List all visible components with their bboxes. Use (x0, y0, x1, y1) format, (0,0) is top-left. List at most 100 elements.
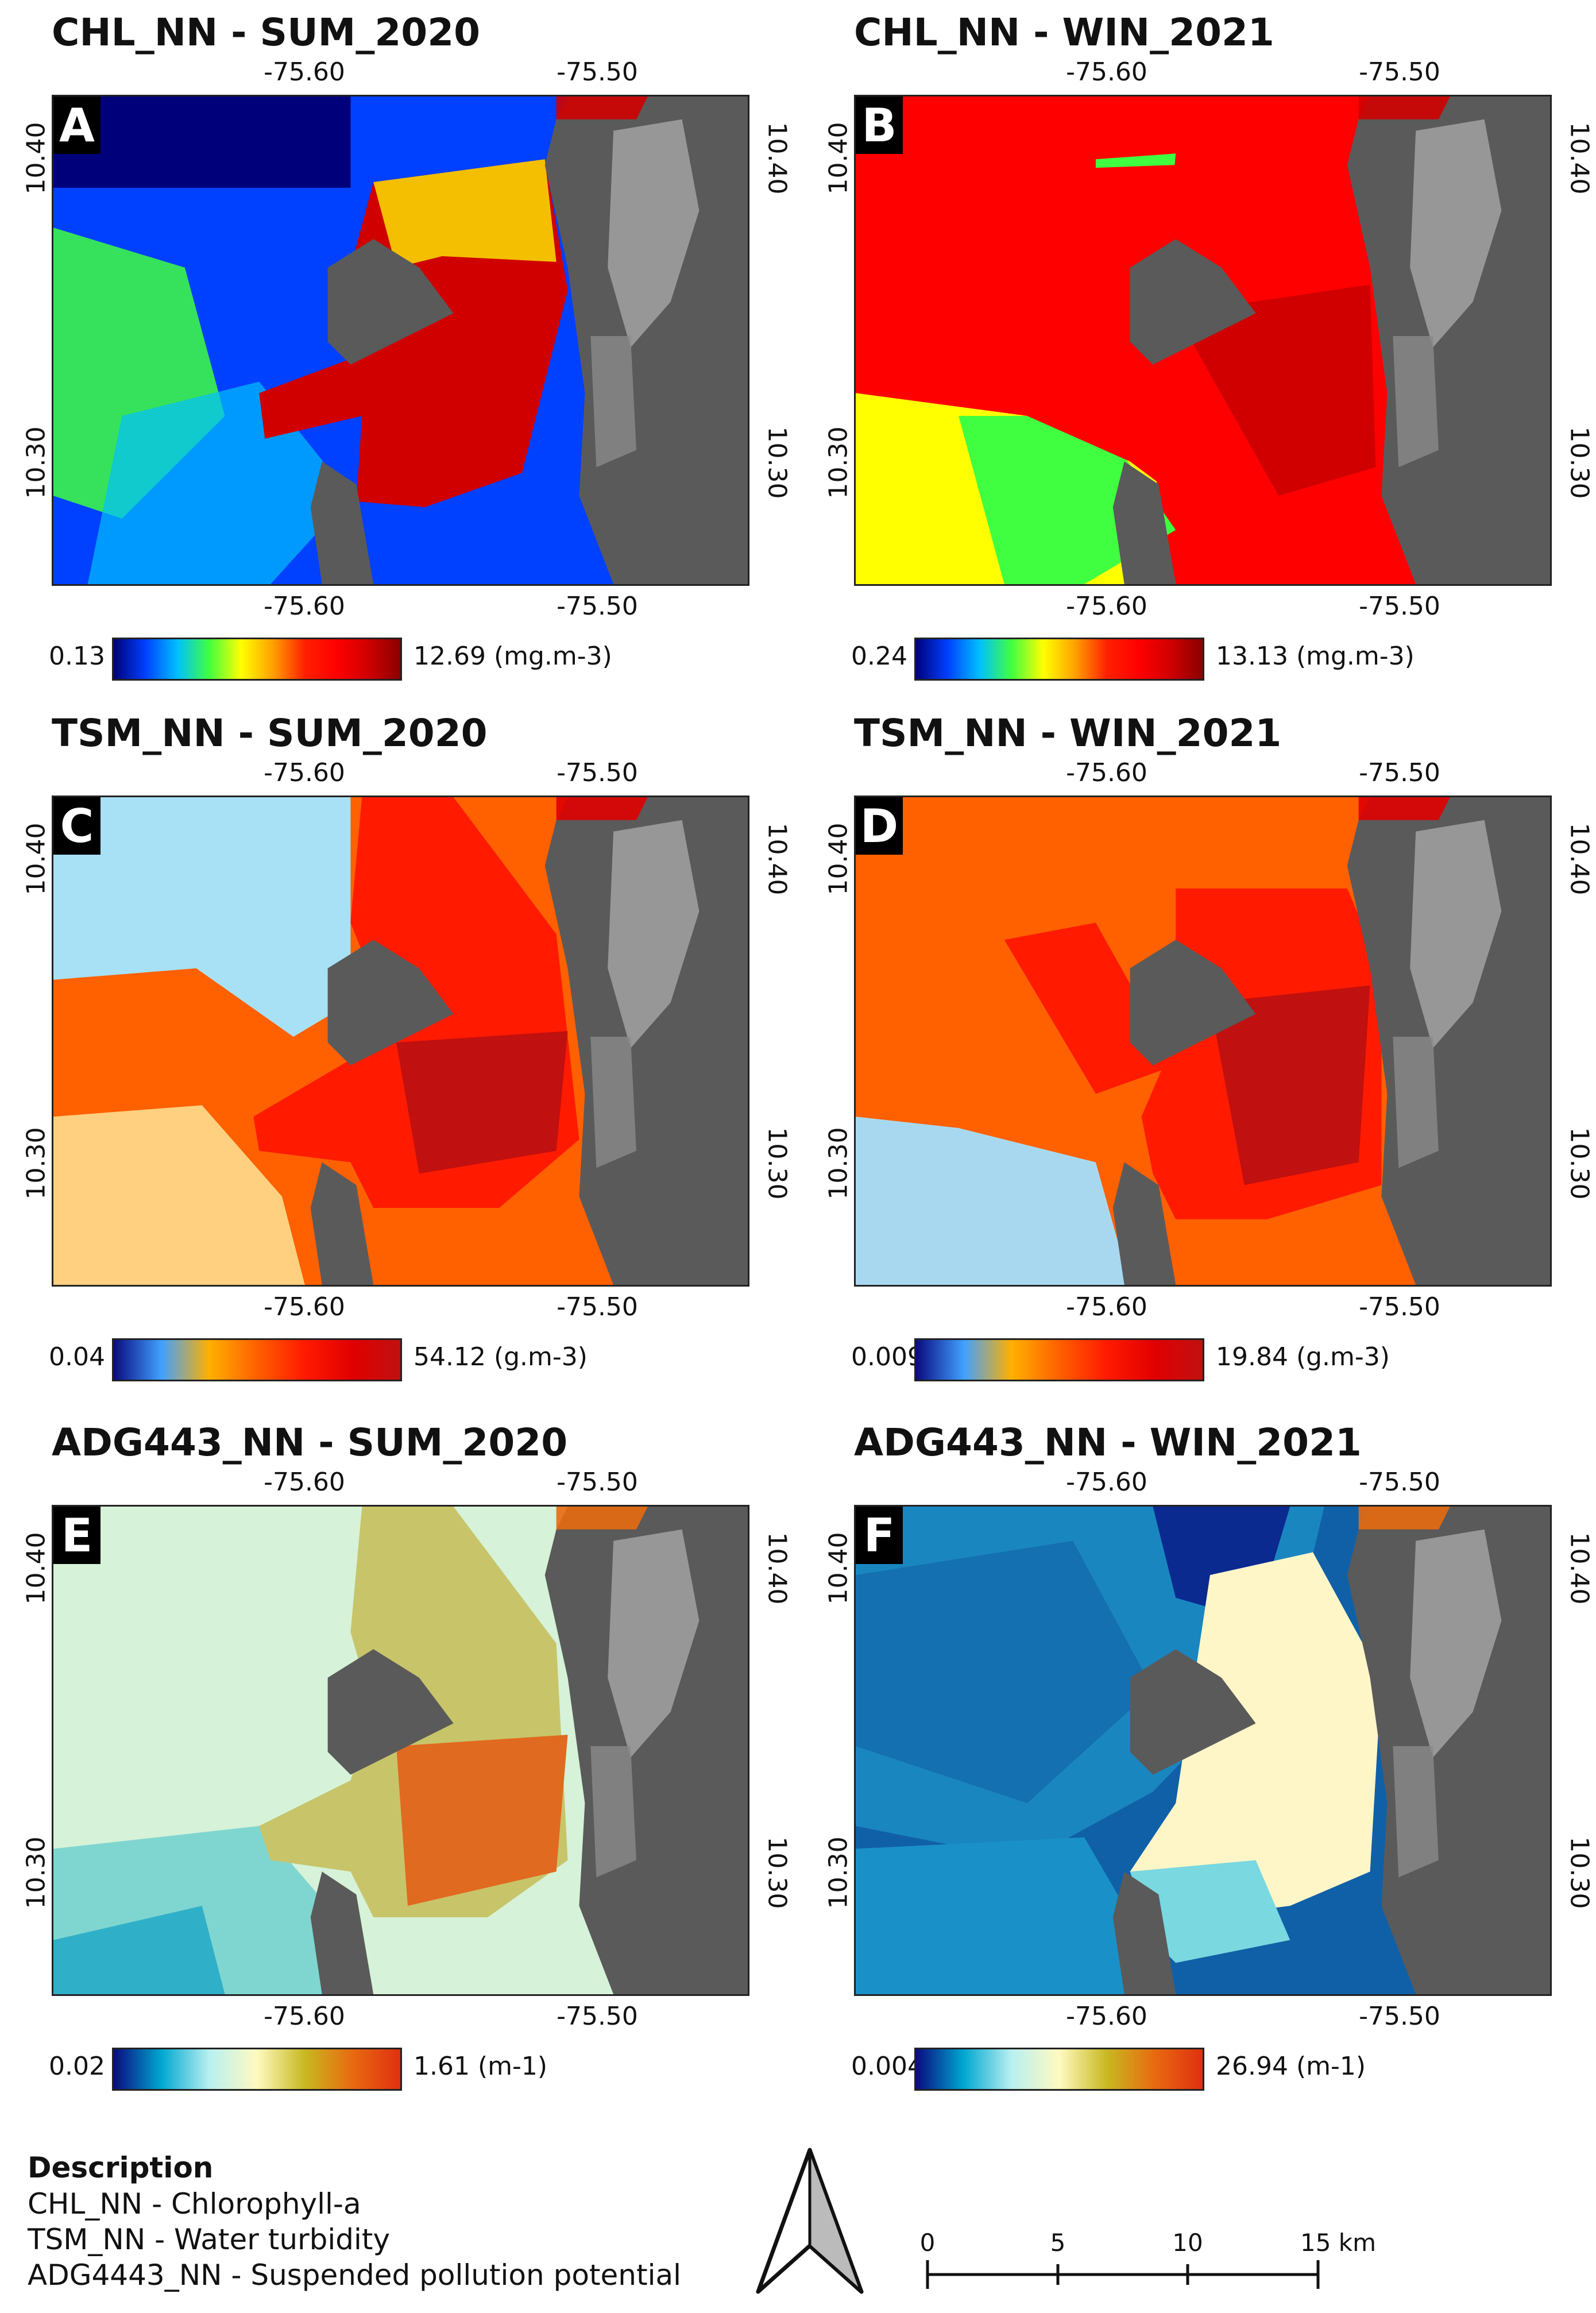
lon-tick-top-2: -75.50 (557, 57, 638, 87)
scale-label-15km: 15 km (1300, 2229, 1377, 2257)
lon-tick-bottom-2: -75.50 (557, 1292, 638, 1322)
lat-tick-right-2: 10.30 (1564, 1127, 1594, 1200)
panel-title: TSM_NN - WIN_2021 (854, 711, 1282, 755)
description-title: Description (28, 2151, 214, 2184)
scale-bar (926, 2260, 1320, 2289)
colorbar-min: 0.04 (49, 1342, 105, 1372)
lon-tick-top-2: -75.50 (1359, 57, 1440, 87)
colorbar-min: 0.004 (851, 2052, 923, 2081)
colorbar (914, 1338, 1204, 1381)
lon-tick-top-2: -75.50 (1359, 758, 1440, 787)
map-frame: F (854, 1505, 1552, 1996)
panel-label: D (856, 797, 903, 855)
map-frame: E (52, 1505, 749, 1996)
map-raster (856, 797, 1550, 1285)
lat-tick-left-2: 10.30 (824, 426, 853, 499)
lon-tick-bottom-1: -75.60 (264, 592, 345, 621)
lon-tick-top-2: -75.50 (557, 758, 638, 787)
panel-title: CHL_NN - SUM_2020 (52, 10, 481, 55)
description-line-chl: CHL_NN - Chlorophyll-a (28, 2187, 361, 2221)
map-panel-d: TSM_NN - WIN_2021 -75.60 -75.50 10.40 10… (802, 701, 1596, 1407)
lat-tick-left-1: 10.40 (21, 823, 51, 895)
colorbar-min: 0.02 (49, 2052, 105, 2081)
lon-tick-bottom-2: -75.50 (1359, 1292, 1440, 1322)
description-line-tsm: TSM_NN - Water turbidity (28, 2223, 391, 2256)
lon-tick-top-1: -75.60 (1066, 57, 1147, 87)
map-panel-a: CHL_NN - SUM_2020 -75.60 -75.50 10.40 10… (0, 0, 798, 706)
map-frame: D (854, 796, 1552, 1287)
lat-tick-left-2: 10.30 (21, 1836, 51, 1909)
lon-tick-top-2: -75.50 (557, 1468, 638, 1497)
lat-tick-right-2: 10.30 (762, 1127, 792, 1200)
lat-tick-left-2: 10.30 (21, 1127, 51, 1200)
lon-tick-top-1: -75.60 (264, 758, 345, 787)
lat-tick-left-1: 10.40 (824, 1532, 853, 1605)
lat-tick-right-1: 10.40 (762, 122, 792, 195)
colorbar-max: 1.61 (m-1) (414, 2052, 548, 2081)
colorbar-max: 13.13 (mg.m-3) (1216, 642, 1415, 671)
map-panel-f: ADG443_NN - WIN_2021 -75.60 -75.50 10.40… (802, 1410, 1596, 2117)
map-frame: A (52, 95, 749, 586)
scale-label-10: 10 (1172, 2229, 1203, 2257)
lat-tick-left-2: 10.30 (824, 1836, 853, 1909)
lat-tick-right-2: 10.30 (762, 1836, 792, 1909)
colorbar-max: 12.69 (mg.m-3) (414, 642, 612, 671)
colorbar (914, 2048, 1204, 2091)
map-frame: B (854, 95, 1552, 586)
lat-tick-right-1: 10.40 (762, 823, 792, 895)
lat-tick-right-2: 10.30 (762, 426, 792, 499)
panel-label: E (53, 1507, 101, 1564)
panel-title: CHL_NN - WIN_2021 (854, 10, 1274, 55)
panel-label: A (53, 96, 101, 154)
lon-tick-bottom-2: -75.50 (1359, 592, 1440, 621)
lon-tick-top-2: -75.50 (1359, 1468, 1440, 1497)
colorbar (914, 638, 1204, 681)
lat-tick-left-1: 10.40 (824, 122, 853, 195)
map-raster (856, 1507, 1550, 1994)
lat-tick-left-1: 10.40 (21, 1532, 51, 1605)
map-raster (53, 96, 748, 584)
panel-label: F (856, 1507, 903, 1564)
lat-tick-right-1: 10.40 (762, 1532, 792, 1605)
lon-tick-top-1: -75.60 (264, 1468, 345, 1497)
map-raster (856, 96, 1550, 584)
panel-title: TSM_NN - SUM_2020 (52, 711, 488, 755)
lon-tick-bottom-1: -75.60 (264, 1292, 345, 1322)
panel-title: ADG443_NN - SUM_2020 (52, 1420, 568, 1465)
lon-tick-bottom-2: -75.50 (557, 592, 638, 621)
lat-tick-right-2: 10.30 (1564, 426, 1594, 499)
colorbar-min: 0.13 (49, 642, 105, 671)
colorbar-max: 26.94 (m-1) (1216, 2052, 1366, 2081)
north-arrow-icon (756, 2148, 864, 2294)
lon-tick-top-1: -75.60 (1066, 758, 1147, 787)
lat-tick-left-2: 10.30 (21, 426, 51, 499)
lat-tick-right-1: 10.40 (1564, 1532, 1594, 1605)
scale-label-0: 0 (919, 2229, 936, 2257)
lon-tick-bottom-1: -75.60 (1066, 1292, 1147, 1322)
lat-tick-left-2: 10.30 (824, 1127, 853, 1200)
colorbar (112, 638, 402, 681)
map-raster (53, 797, 748, 1285)
panel-label: C (53, 797, 101, 855)
lat-tick-left-1: 10.40 (21, 122, 51, 195)
colorbar-min: 0.24 (851, 642, 907, 671)
map-panel-c: TSM_NN - SUM_2020 -75.60 -75.50 10.40 10… (0, 701, 798, 1407)
colorbar (112, 2048, 402, 2091)
lon-tick-bottom-1: -75.60 (264, 2002, 345, 2031)
lon-tick-bottom-2: -75.50 (557, 2002, 638, 2031)
panel-label: B (856, 96, 903, 154)
lat-tick-right-2: 10.30 (1564, 1836, 1594, 1909)
map-frame: C (52, 796, 749, 1287)
description-line-adg: ADG4443_NN - Suspended pollution potenti… (28, 2258, 682, 2292)
map-panel-e: ADG443_NN - SUM_2020 -75.60 -75.50 10.40… (0, 1410, 798, 2117)
scale-label-5: 5 (1050, 2229, 1066, 2257)
lat-tick-left-1: 10.40 (824, 823, 853, 895)
lon-tick-bottom-2: -75.50 (1359, 2002, 1440, 2031)
lon-tick-top-1: -75.60 (264, 57, 345, 87)
colorbar-max: 19.84 (g.m-3) (1216, 1342, 1390, 1372)
lon-tick-top-1: -75.60 (1066, 1468, 1147, 1497)
lon-tick-bottom-1: -75.60 (1066, 592, 1147, 621)
map-raster (53, 1507, 748, 1994)
lon-tick-bottom-1: -75.60 (1066, 2002, 1147, 2031)
colorbar-max: 54.12 (g.m-3) (414, 1342, 588, 1372)
